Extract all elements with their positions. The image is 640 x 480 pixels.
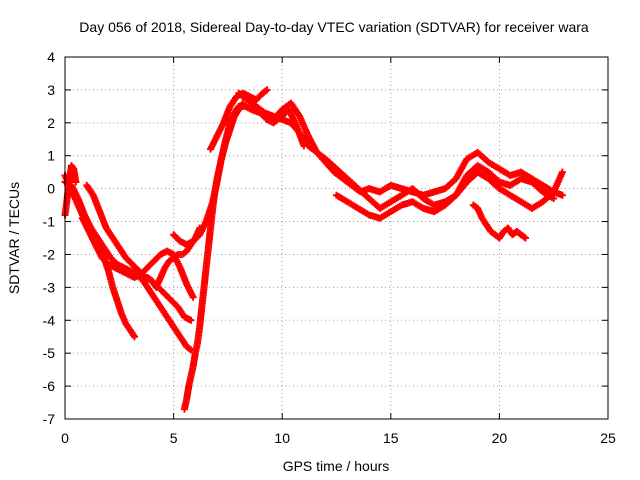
- y-axis-label: SDTVAR / TECUs: [6, 182, 22, 294]
- series-track-c: [83, 181, 195, 324]
- y-tick-label: -5: [43, 345, 56, 361]
- y-tick-label: -6: [43, 378, 56, 394]
- x-axis-label: GPS time / hours: [283, 458, 390, 474]
- y-tick-label: 1: [47, 148, 55, 164]
- data-point: [558, 168, 566, 176]
- series-track-h: [180, 99, 247, 413]
- y-tick-label: -7: [43, 411, 56, 427]
- x-tick-label: 10: [274, 430, 290, 446]
- y-tick-label: 0: [47, 181, 55, 197]
- y-tick-label: -2: [43, 246, 56, 262]
- y-tick-label: 4: [47, 49, 55, 65]
- data-series: [61, 86, 566, 413]
- y-tick-label: -1: [43, 214, 56, 230]
- chart-title: Day 056 of 2018, Sidereal Day-to-day VTE…: [79, 19, 589, 35]
- data-point: [189, 293, 197, 301]
- series-track-k: [261, 99, 566, 212]
- y-tick-labels: -7 -6 -5 -4 -3 -2 -1 0 1 2 3 4: [43, 49, 56, 427]
- x-tick-label: 15: [383, 430, 399, 446]
- data-point: [72, 178, 80, 186]
- data-point: [263, 86, 271, 94]
- y-tick-label: 2: [47, 115, 55, 131]
- data-point: [239, 99, 247, 107]
- data-point: [131, 333, 139, 341]
- y-tick-label: -3: [43, 279, 56, 295]
- x-tick-label: 20: [492, 430, 508, 446]
- y-tick-label: -4: [43, 312, 56, 328]
- x-tick-labels: 0 5 10 15 20 25: [61, 430, 616, 446]
- data-point: [187, 316, 195, 324]
- series-track-l: [333, 162, 558, 222]
- data-point: [550, 195, 558, 203]
- plot-frame: [64, 56, 609, 420]
- data-point: [558, 191, 566, 199]
- series-track-i: [207, 86, 271, 153]
- data-point: [521, 234, 529, 242]
- series-track-m: [469, 201, 529, 242]
- x-tick-label: 0: [61, 430, 69, 446]
- x-tick-label: 5: [170, 430, 178, 446]
- x-tick-label: 25: [600, 430, 616, 446]
- y-tick-label: 3: [47, 82, 55, 98]
- series-track-d: [78, 214, 197, 301]
